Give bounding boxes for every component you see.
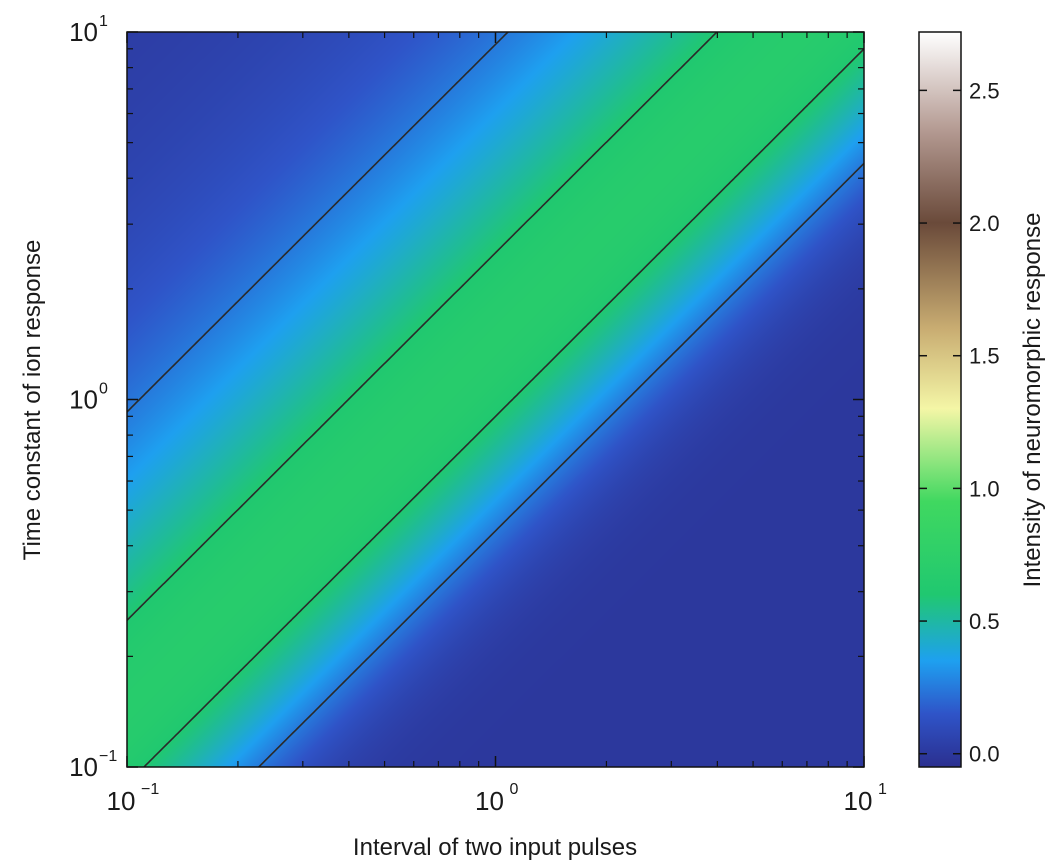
x-tick-exponent-1: 0: [510, 781, 519, 798]
x-tick-label-0: 10: [107, 786, 136, 816]
x-tick-exponent-0: −1: [141, 781, 159, 798]
x-tick-label-2: 10: [844, 786, 873, 816]
colorbar-tick-label-2: 1.0: [969, 476, 1000, 501]
contour-line-1: [127, 32, 864, 767]
y-tick-exponent-1: 0: [99, 381, 108, 398]
y-tick-label-1: 10: [69, 385, 98, 415]
x-tick-exponent-2: 1: [878, 781, 887, 798]
y-tick-exponent-2: 1: [99, 13, 108, 30]
y-tick-exponent-0: −1: [99, 748, 117, 765]
colorbar-ticks: 0.0 0.5 1.0 1.5 2.0 2.5: [919, 78, 1000, 767]
heatmap-field: [127, 32, 864, 767]
y-axis-title: Time constant of ion response: [19, 240, 46, 561]
contour-line-0: [127, 32, 864, 767]
colorbar-tick-label-3: 1.5: [969, 344, 1000, 369]
colorbar-title: Intensity of neuromorphic response: [1019, 213, 1046, 588]
contour-lines: [127, 32, 864, 767]
plot-area: [126, 31, 865, 768]
x-tick-label-1: 10: [475, 786, 504, 816]
colorbar-tick-label-0: 0.0: [969, 742, 1000, 767]
x-axis: 10 −1 10 0 10 1: [107, 32, 887, 816]
colorbar-tick-label-1: 0.5: [969, 609, 1000, 634]
colorbar-bar: [918, 31, 962, 768]
colorbar-tick-label-4: 2.0: [969, 211, 1000, 236]
colorbar-tick-label-5: 2.5: [969, 78, 1000, 103]
y-tick-label-2: 10: [69, 17, 98, 47]
colorbar: 0.0 0.5 1.0 1.5 2.0 2.5 Intensity of neuromor…: [918, 31, 1046, 768]
x-axis-title: Interval of two input pulses: [353, 834, 637, 861]
y-tick-label-0: 10: [69, 752, 98, 782]
